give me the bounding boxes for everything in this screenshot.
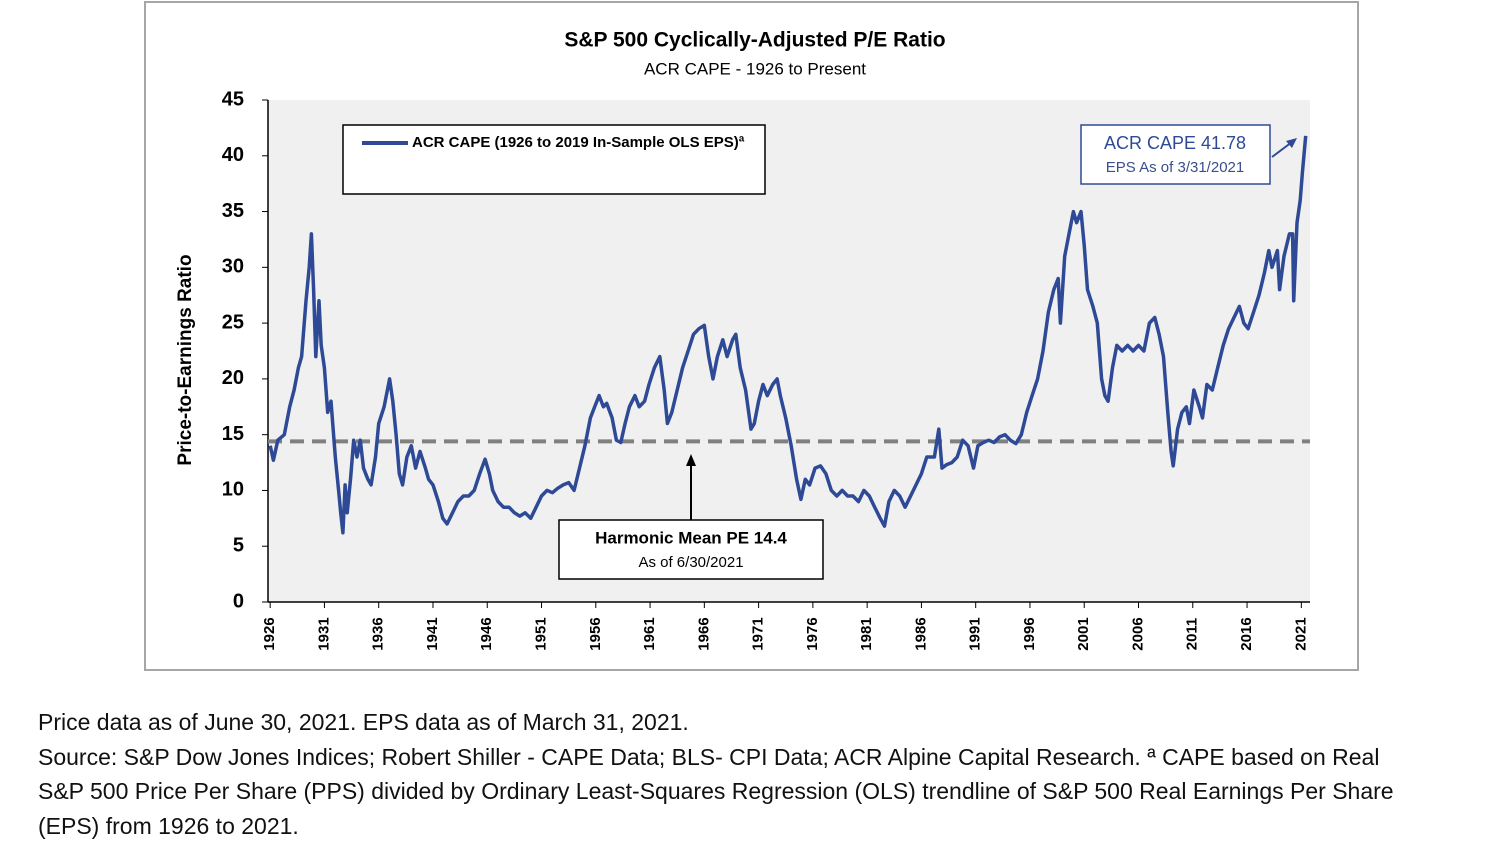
x-tick-label: 1946 xyxy=(478,617,495,650)
y-tick-label: 5 xyxy=(233,535,244,557)
x-tick-label: 2001 xyxy=(1075,617,1092,650)
y-tick-label: 10 xyxy=(222,479,244,501)
annotation-arrow xyxy=(1271,141,1293,158)
y-tick-label: 20 xyxy=(222,367,244,389)
y-tick-label: 40 xyxy=(222,144,244,166)
annotation-title: Harmonic Mean PE 14.4 xyxy=(595,528,787,547)
y-axis-label: Price-to-Earnings Ratio xyxy=(175,254,196,465)
legend-label: ACR CAPE (1926 to 2019 In-Sample OLS EPS… xyxy=(412,134,745,151)
legend-box xyxy=(342,124,766,195)
x-tick-label: 1941 xyxy=(424,617,441,650)
x-tick-label: 1936 xyxy=(370,617,387,650)
annotation-title: ACR CAPE 41.78 xyxy=(1104,133,1246,153)
data-line xyxy=(268,135,1308,535)
x-tick-label: 2021 xyxy=(1292,617,1309,650)
y-tick-label: 25 xyxy=(222,311,244,333)
y-tick-label: 0 xyxy=(233,590,244,612)
y-tick-label: 15 xyxy=(222,423,244,445)
annotation-box xyxy=(1080,124,1271,185)
x-tick-label: 1966 xyxy=(695,617,712,650)
annotation-text: As of 6/30/2021 xyxy=(638,554,743,571)
footnote-line: (EPS) from 1926 to 2021. xyxy=(38,812,299,839)
x-tick-label: 1926 xyxy=(261,617,278,650)
x-tick-label: 2016 xyxy=(1238,617,1255,650)
y-tick-label: 35 xyxy=(222,200,244,222)
arrow-head xyxy=(686,454,696,466)
x-tick-label: 1996 xyxy=(1021,617,1038,650)
chart-title: S&P 500 Cyclically-Adjusted P/E Ratio xyxy=(564,29,945,52)
x-tick-label: 1976 xyxy=(804,617,821,650)
x-tick-label: 1956 xyxy=(587,617,604,650)
x-tick-label: 1981 xyxy=(858,617,875,650)
x-tick-label: 1951 xyxy=(532,617,549,650)
y-tick-label: 45 xyxy=(222,88,244,110)
chart-subtitle: ACR CAPE - 1926 to Present xyxy=(644,59,866,78)
annotation-text: EPS As of 3/31/2021 xyxy=(1106,159,1244,176)
footnote-line: S&P 500 Price Per Share (PPS) divided by… xyxy=(38,778,1394,804)
footnote-line: Price data as of June 30, 2021. EPS data… xyxy=(38,709,689,735)
annotation-box xyxy=(558,519,824,580)
x-tick-label: 2006 xyxy=(1129,617,1146,650)
arrow-head xyxy=(1286,138,1297,148)
x-tick-label: 1986 xyxy=(912,617,929,650)
x-tick-label: 1991 xyxy=(967,617,984,650)
x-tick-label: 1971 xyxy=(750,617,767,650)
x-tick-label: 2011 xyxy=(1184,618,1201,651)
x-tick-label: 1961 xyxy=(641,617,658,650)
footnote-line: Source: S&P Dow Jones Indices; Robert Sh… xyxy=(38,743,1380,770)
y-tick-label: 30 xyxy=(222,256,244,278)
x-tick-label: 1931 xyxy=(315,617,332,650)
chart: S&P 500 Cyclically-Adjusted P/E Ratio AC… xyxy=(144,1,1359,671)
